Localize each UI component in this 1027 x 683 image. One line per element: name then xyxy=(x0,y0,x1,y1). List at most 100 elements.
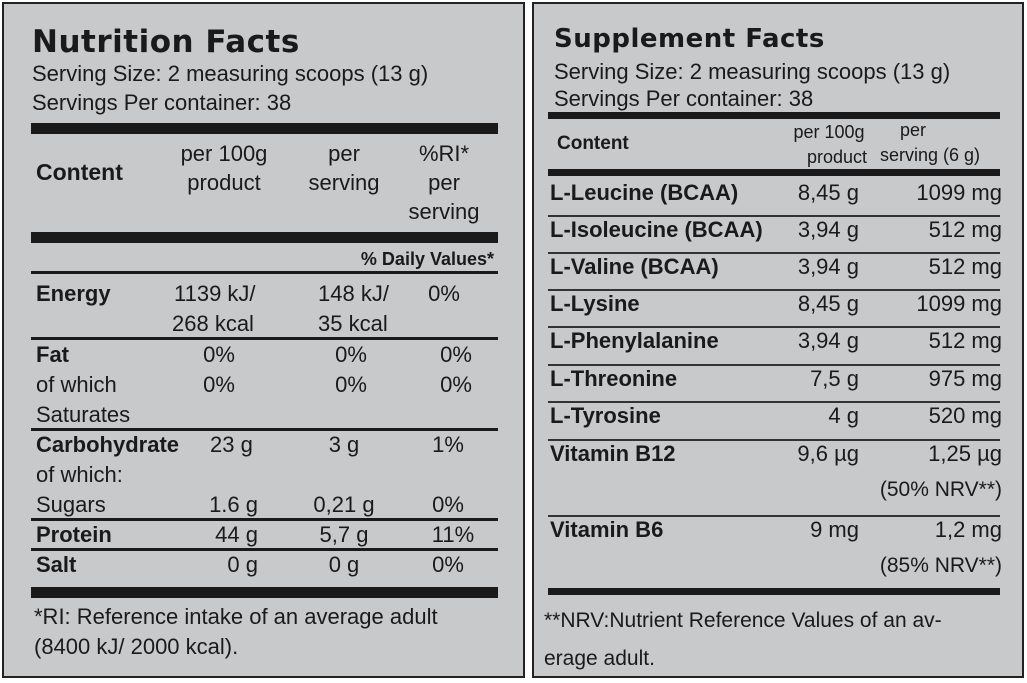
supplement-row-serving: 1099 mg xyxy=(916,180,1002,205)
salt-label: Salt xyxy=(36,552,77,577)
saturates-per100: 0% xyxy=(203,372,235,397)
fat-label: Fat xyxy=(36,342,69,367)
salt-per100: 0 g xyxy=(227,552,258,577)
saturates-serving: 0% xyxy=(335,372,367,397)
protein-ri: 11% xyxy=(431,522,475,547)
supplement-row-per100: 3,94 g xyxy=(797,254,859,279)
supplement-row-name: L-Leucine (BCAA) xyxy=(550,180,739,205)
carbohydrate-label: Carbohydrate xyxy=(36,432,180,457)
supplement-footnote-line1: **NRV:Nutrient Reference Values of an av… xyxy=(544,609,942,632)
supplement-row-per100: 3,94 g xyxy=(797,328,859,353)
divider xyxy=(31,428,498,431)
supplement-serving-size: Serving Size: 2 measuring scoops (13 g) xyxy=(554,59,951,84)
divider xyxy=(31,271,498,274)
nutrition-title: Nutrition Facts xyxy=(32,24,300,60)
supplement-header-per100-line2: product xyxy=(806,147,868,167)
nutrition-facts-panel: Nutrition Facts Serving Size: 2 measurin… xyxy=(2,2,525,678)
daily-values-label: % Daily Values* xyxy=(360,249,494,269)
sugars-per100: 1.6 g xyxy=(209,492,258,517)
supplement-row-serving: 1,25 µg xyxy=(928,441,1002,466)
nutrition-servings-per-container: Servings Per container: 38 xyxy=(32,90,292,115)
protein-per100: 44 g xyxy=(215,522,258,547)
header-ri-line1: %RI* xyxy=(418,141,470,166)
salt-serving: 0 g xyxy=(328,552,360,577)
supplement-row-per100: 9 mg xyxy=(810,517,859,542)
saturates-ri: 0% xyxy=(440,372,472,397)
energy-serving-kj: 148 kJ/ xyxy=(318,281,389,306)
supplement-row-per100: 3,94 g xyxy=(797,217,859,242)
protein-serving: 5,7 g xyxy=(319,522,369,547)
supplement-row-name: L-Lysine xyxy=(550,291,640,316)
supplement-row-per100: 4 g xyxy=(828,403,859,428)
header-perserving-line2: serving xyxy=(308,170,380,195)
row-divider xyxy=(548,401,1000,403)
saturates-label-line2: Saturates xyxy=(36,402,131,427)
sugars-serving: 0,21 g xyxy=(313,492,375,517)
divider xyxy=(31,337,498,340)
supplement-row-nrv: (85% NRV**) xyxy=(879,554,1002,577)
divider xyxy=(31,518,498,521)
supplement-row-per100: 9,6 µg xyxy=(797,441,859,466)
thick-divider xyxy=(31,232,498,243)
supplement-row-name: L-Phenylalanine xyxy=(550,328,719,353)
nutrition-serving-size: Serving Size: 2 measuring scoops (13 g) xyxy=(32,61,429,86)
supplement-servings-per-container: Servings Per container: 38 xyxy=(554,86,814,111)
header-ri-line2: per xyxy=(428,170,460,195)
thick-divider xyxy=(31,123,498,134)
row-divider xyxy=(548,215,1000,217)
row-divider xyxy=(548,515,1000,517)
supplement-header-per100-line1: per 100g xyxy=(793,122,865,142)
energy-per100-kcal: 268 kcal xyxy=(172,311,254,336)
supplement-row-per100: 8,45 g xyxy=(797,180,859,205)
header-per100-line2: product xyxy=(187,170,261,195)
supplement-row-name: L-Valine (BCAA) xyxy=(550,254,719,279)
supplement-row-name: L-Tyrosine xyxy=(550,403,661,428)
fat-serving: 0% xyxy=(335,342,367,367)
supplement-row-serving: 520 mg xyxy=(928,403,1002,428)
carbohydrate-serving: 3 g xyxy=(328,432,360,457)
supplement-facts-panel: Supplement Facts Serving Size: 2 measuri… xyxy=(532,2,1024,678)
supplement-title: Supplement Facts xyxy=(554,24,825,54)
saturates-label-line1: of which xyxy=(36,372,117,397)
row-divider xyxy=(548,364,1000,366)
header-content: Content xyxy=(36,159,123,185)
supplement-row-per100: 7,5 g xyxy=(810,366,859,391)
nutrition-footnote-line2: (8400 kJ/ 2000 kcal). xyxy=(34,634,239,659)
row-divider xyxy=(548,289,1000,291)
thick-divider xyxy=(548,588,1000,595)
supplement-row-serving: 1099 mg xyxy=(916,291,1002,316)
salt-ri: 0% xyxy=(432,552,464,577)
protein-label: Protein xyxy=(36,522,112,547)
supplement-row-name: L-Threonine xyxy=(550,366,678,391)
supplement-row-serving: 512 mg xyxy=(928,217,1002,242)
thick-divider xyxy=(31,587,498,598)
row-divider xyxy=(548,439,1000,441)
thick-divider xyxy=(548,169,1000,176)
nutrition-footnote-line1: *RI: Reference intake of an average adul… xyxy=(34,604,438,629)
carbohydrate-per100: 23 g xyxy=(210,432,253,457)
supplement-header-content: Content xyxy=(557,133,629,154)
energy-serving-kcal: 35 kcal xyxy=(318,311,388,336)
supplement-header-serving-line2: serving (6 g) xyxy=(880,145,981,165)
supplement-footnote-line2: erage adult. xyxy=(544,647,655,670)
supplement-row-serving: 512 mg xyxy=(928,328,1002,353)
supplement-row-nrv: (50% NRV**) xyxy=(879,478,1002,501)
fat-per100: 0% xyxy=(203,342,235,367)
supplement-row-name: L-Isoleucine (BCAA) xyxy=(550,217,763,242)
header-perserving-line1: per xyxy=(328,141,360,166)
supplement-row-serving: 512 mg xyxy=(928,254,1002,279)
sugars-ri: 0% xyxy=(432,492,464,517)
supplement-row-name: Vitamin B6 xyxy=(550,517,664,542)
sugars-label: Sugars xyxy=(36,492,106,517)
row-divider xyxy=(548,252,1000,254)
supplement-header-serving-line1: per xyxy=(900,120,927,140)
supplement-row-serving: 975 mg xyxy=(928,366,1002,391)
supplement-row-per100: 8,45 g xyxy=(797,291,859,316)
energy-ri: 0% xyxy=(428,281,460,306)
divider xyxy=(31,548,498,551)
carbohydrate-ri: 1% xyxy=(432,432,464,457)
energy-per100-kj: 1139 kJ/ xyxy=(174,281,256,306)
fat-ri: 0% xyxy=(440,342,472,367)
header-per100-line1: per 100g xyxy=(180,141,268,166)
supplement-row-serving: 1,2 mg xyxy=(934,517,1002,542)
